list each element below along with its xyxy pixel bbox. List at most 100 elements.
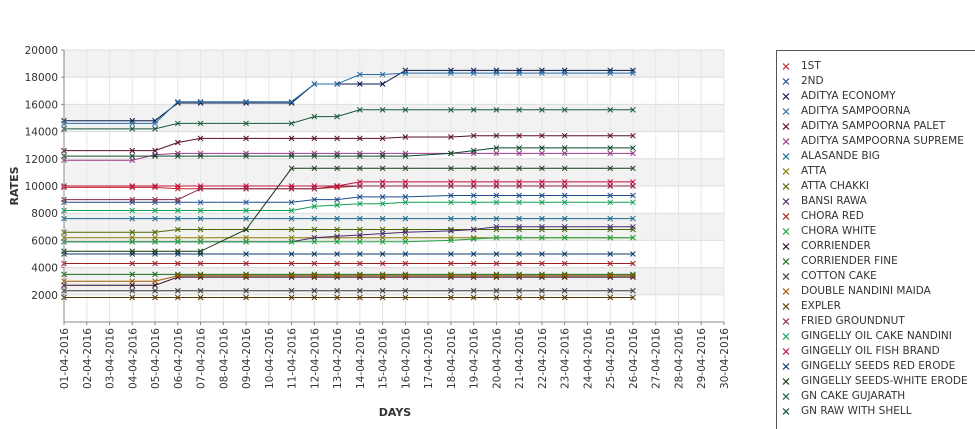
data-point-marker [288, 98, 295, 105]
data-point-marker [334, 287, 340, 294]
series-group [61, 215, 636, 222]
data-point-marker [379, 200, 386, 207]
y-axis-title: RATES [8, 166, 21, 205]
data-point-marker [243, 260, 249, 267]
legend-marker [782, 63, 790, 70]
data-point-marker [357, 200, 363, 207]
data-point-marker [311, 153, 318, 159]
data-point-marker [357, 153, 363, 159]
legend-label: GINGELLY SEEDS-WHITE ERODE [801, 375, 968, 387]
legend-marker [782, 168, 790, 175]
data-point-marker [402, 199, 409, 206]
data-point-marker [402, 229, 409, 236]
data-point-marker [470, 287, 477, 294]
legend-label: ATTA CHAKKI [801, 180, 869, 192]
data-point-marker [607, 70, 614, 76]
y-tick-label: 10000 [25, 181, 58, 193]
data-point-marker [334, 135, 340, 142]
data-point-marker [561, 251, 568, 257]
data-point-marker [493, 234, 500, 241]
data-point-marker [448, 179, 454, 185]
data-point-marker [129, 278, 136, 285]
data-point-marker [288, 153, 295, 159]
data-point-marker [470, 183, 477, 189]
data-point-marker [197, 226, 204, 233]
data-point-marker [379, 81, 386, 87]
data-point-marker [539, 179, 545, 185]
data-point-marker [243, 135, 249, 142]
data-point-marker [402, 134, 409, 140]
data-point-marker [311, 234, 318, 241]
data-point-marker [152, 196, 158, 203]
legend-label: GINGELLY OIL FISH BRAND [801, 345, 940, 357]
data-point-marker [630, 251, 636, 257]
data-point-marker [152, 207, 158, 214]
data-point-marker [243, 183, 249, 189]
data-point-marker [152, 215, 158, 222]
x-tick-label: 23-04-2016 [560, 328, 572, 389]
data-point-marker [493, 132, 500, 139]
data-point-marker [379, 226, 386, 233]
legend-marker [782, 213, 790, 220]
y-tick-label: 2000 [31, 290, 58, 302]
data-point-marker [174, 196, 181, 203]
data-point-marker [402, 183, 409, 189]
data-point-marker [152, 287, 158, 294]
legend-label: GINGELLY SEEDS RED ERODE [801, 360, 955, 372]
data-point-marker [357, 294, 363, 301]
data-point-marker [357, 238, 363, 245]
data-point-marker [288, 251, 295, 257]
data-point-marker [288, 183, 295, 189]
data-point-marker [152, 120, 158, 127]
data-point-marker [561, 215, 568, 222]
data-point-marker [607, 192, 614, 199]
legend-marker [782, 258, 790, 265]
data-point-marker [516, 132, 523, 139]
data-point-marker [448, 251, 454, 257]
data-point-marker [607, 132, 614, 139]
legend-label: 2ND [801, 75, 824, 87]
data-point-marker [561, 287, 568, 294]
data-point-marker [539, 165, 545, 172]
data-point-marker [607, 272, 614, 279]
data-point-marker [630, 70, 636, 76]
data-point-marker [152, 271, 158, 278]
legend-marker [782, 198, 790, 205]
series-line [64, 69, 633, 122]
y-tick-label: 14000 [25, 127, 58, 139]
data-point-marker [288, 226, 295, 233]
data-point-marker [630, 234, 636, 241]
data-point-marker [402, 287, 409, 294]
legend-marker [782, 153, 790, 160]
data-point-marker [152, 282, 158, 289]
data-point-marker [470, 165, 477, 172]
series-line [64, 229, 633, 233]
x-tick-label: 09-04-2016 [241, 328, 253, 389]
data-point-marker [334, 183, 340, 189]
x-tick-label: 28-04-2016 [673, 328, 685, 389]
data-point-marker [539, 145, 545, 151]
data-point-marker [152, 238, 158, 245]
data-point-marker [129, 271, 136, 278]
data-point-marker [334, 226, 340, 233]
data-point-marker [243, 238, 249, 245]
series-group [61, 183, 636, 203]
data-point-marker [607, 287, 614, 294]
data-point-marker [152, 153, 158, 159]
data-point-marker [630, 132, 636, 139]
data-point-marker [607, 234, 614, 241]
data-point-marker [470, 132, 477, 139]
data-point-marker [402, 194, 409, 200]
legend-label: ADITYA SAMPOORNA [801, 105, 911, 117]
legend-label: CORRIENDER [801, 240, 871, 252]
data-point-marker [379, 165, 386, 172]
data-point-marker [357, 165, 363, 172]
data-point-marker [630, 287, 636, 294]
data-point-marker [561, 199, 568, 206]
data-point-marker [516, 287, 523, 294]
data-point-marker [243, 226, 249, 233]
data-point-marker [493, 179, 500, 185]
data-point-marker [539, 183, 545, 189]
series-group [61, 272, 636, 285]
grid-band [64, 104, 724, 132]
